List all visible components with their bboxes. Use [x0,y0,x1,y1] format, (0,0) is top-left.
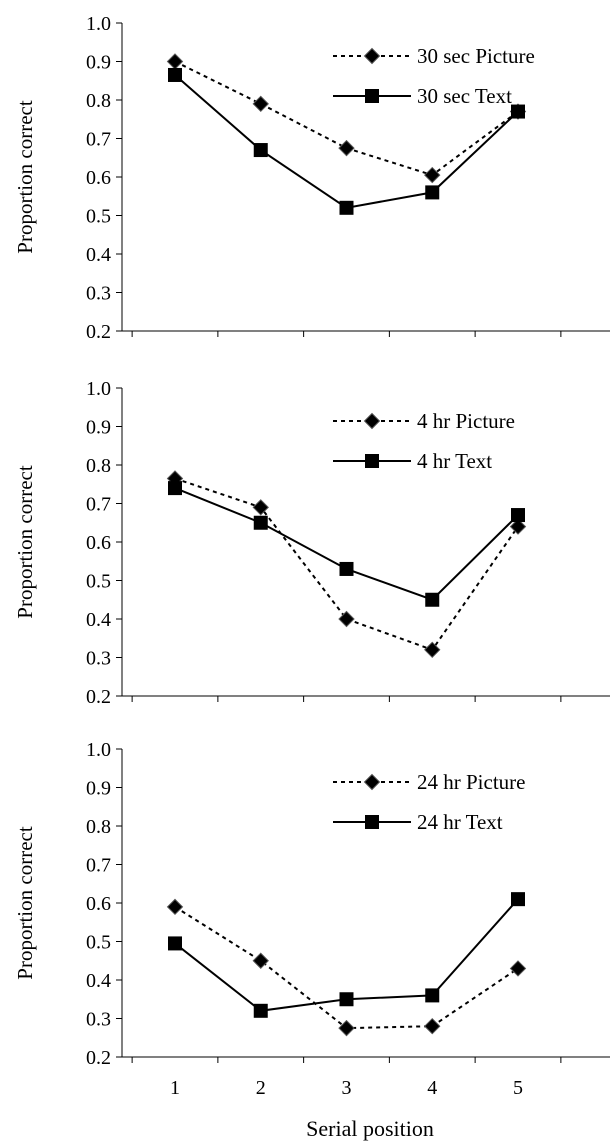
y-tick-label: 0.5 [86,932,111,954]
legend-entry: 24 hr Text [333,810,503,834]
y-tick-label: 0.2 [86,686,111,708]
data-point-diamond [338,1019,355,1037]
data-point-square [253,143,268,158]
y-tick-label: 0.7 [86,129,111,151]
y-tick-label: 0.3 [86,283,111,305]
y-tick-label: 0.7 [86,494,111,516]
chart-panel-2: 0.2 0.3 0.4 0.5 0.6 0.7 0.8 0.9 1.0 Proportion co… [13,378,610,708]
y-tick-label: 0.2 [86,1047,111,1069]
y-tick-label: 0.8 [86,90,111,112]
data-point-diamond [166,53,184,70]
x-tick-label: 2 [256,1077,266,1099]
chart-panel-1: 0.2 0.3 0.4 0.5 0.6 0.7 0.8 0.9 1.0 Proportion co… [13,13,610,343]
data-point-diamond [252,952,269,969]
y-tick-label: 0.4 [86,609,111,631]
y-tick-label: 0.7 [86,855,111,877]
legend-marker-diamond [363,412,381,430]
chart-panel-3: 0.2 0.3 0.4 0.5 0.6 0.7 0.8 0.9 1.0 1 2 3 4 5 Proporti… [13,739,610,1141]
series-text [168,892,525,1018]
y-tick-label: 1.0 [86,739,111,761]
legend-label: 30 sec Picture [417,44,535,68]
data-point-square [425,592,440,607]
y-tick-label: 0.5 [86,206,111,228]
series-line [174,487,519,601]
series-picture [166,898,527,1037]
y-tick-label: 0.9 [86,778,111,800]
x-tick-label: 3 [342,1077,352,1099]
legend-marker-diamond [363,47,381,65]
data-point-diamond [252,499,269,516]
x-tick-label: 5 [513,1077,523,1099]
legend-label: 30 sec Text [417,84,512,108]
data-point-diamond [252,95,269,113]
y-tick-label: 0.4 [86,244,111,266]
data-point-square [511,892,525,907]
data-point-square [511,104,525,119]
y-tick-label: 0.9 [86,417,111,439]
legend-entry: 24 hr Picture [333,770,525,794]
data-point-diamond [509,518,527,535]
y-tick-label: 0.6 [86,893,111,915]
y-tick-label: 1.0 [86,378,111,400]
y-tick-label: 1.0 [86,13,111,35]
data-point-square [425,988,440,1003]
legend-entry: 30 sec Text [333,84,512,108]
legend-marker-square [365,815,379,829]
data-point-square [168,936,182,951]
series-line [174,906,519,1030]
y-axis-label: Proportion correct [13,465,37,619]
data-point-diamond [166,898,184,916]
y-tick-label: 0.3 [86,1009,111,1031]
y-axis-label: Proportion correct [13,826,37,980]
data-point-square [253,515,268,530]
y-tick-label: 0.3 [86,648,111,670]
legend-entry: 30 sec Picture [333,44,535,68]
series-picture [166,470,527,659]
legend-marker-square [365,89,379,103]
y-tick-label: 0.5 [86,571,111,593]
data-point-square [253,1003,268,1018]
x-tick-label: 4 [427,1077,437,1099]
data-point-diamond [509,960,527,977]
legend-entry: 4 hr Picture [333,409,515,433]
legend-marker-diamond [363,773,381,791]
data-point-diamond [424,1017,441,1035]
legend-label: 24 hr Text [417,810,503,834]
legend-marker-square [365,454,379,468]
legend-entry: 4 hr Text [333,449,492,473]
data-point-diamond [338,139,355,157]
data-point-square [511,508,525,523]
data-point-diamond [338,610,355,628]
y-tick-label: 0.9 [86,52,111,74]
data-point-square [168,481,182,496]
legend-label: 4 hr Picture [417,409,515,433]
y-tick-label: 0.6 [86,532,111,554]
data-point-square [339,561,354,576]
series-picture [166,53,527,184]
series-text [168,481,525,607]
series-text [168,67,525,215]
x-axis-label: Serial position [306,1116,434,1141]
data-point-square [425,185,440,200]
y-tick-label: 0.8 [86,455,111,477]
y-tick-label: 0.4 [86,970,111,992]
y-tick-label: 0.8 [86,816,111,838]
data-point-square [339,200,354,215]
data-point-diamond [424,166,441,184]
x-tick-label: 1 [170,1077,180,1099]
y-tick-label: 0.2 [86,321,111,343]
y-axis-label: Proportion correct [13,100,37,254]
series-line [174,60,519,177]
data-point-square [168,67,182,82]
data-point-diamond [424,641,441,659]
y-tick-label: 0.6 [86,167,111,189]
legend-label: 24 hr Picture [417,770,525,794]
data-point-square [339,992,354,1007]
legend-label: 4 hr Text [417,449,492,473]
